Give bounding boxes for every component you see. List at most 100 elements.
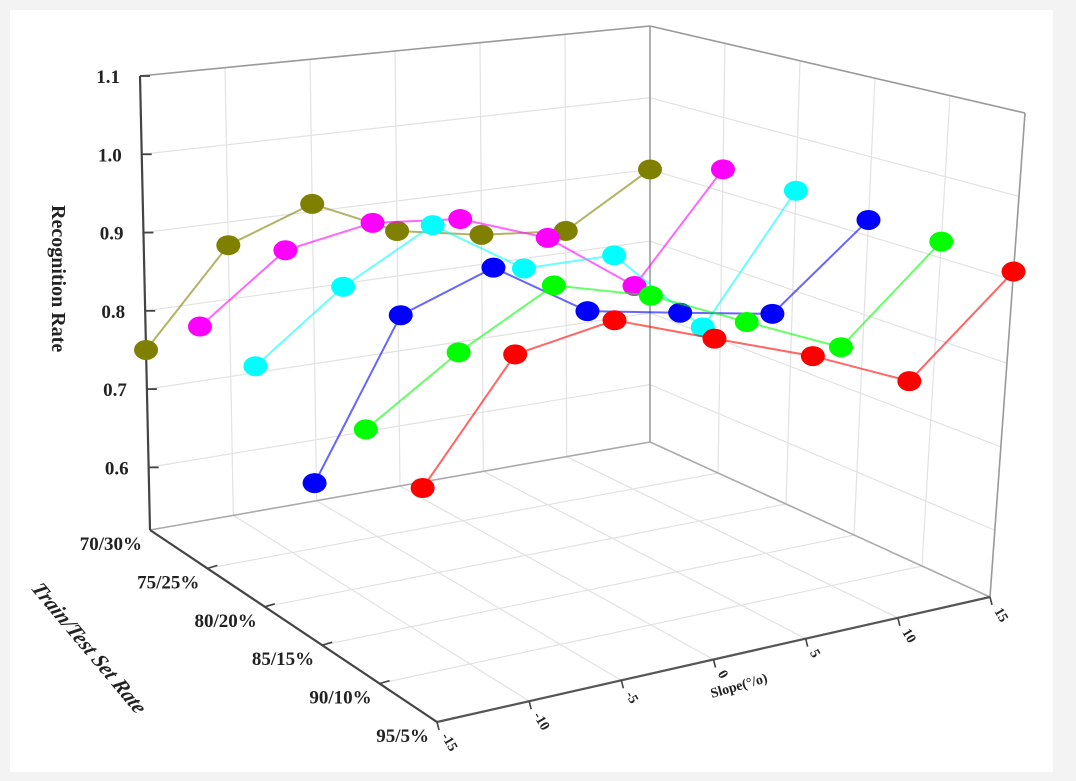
data-point-marker[interactable] [300,193,325,214]
data-point-marker[interactable] [897,371,922,392]
data-point-marker[interactable] [446,342,471,363]
depth-axis-title: Train/Test Set Rate [26,579,154,717]
slope-tick-label: -15 [438,731,460,755]
depth-tick-label: 85/15% [252,649,314,670]
z-tick-label: 0.6 [105,458,129,479]
data-point-marker[interactable] [385,221,410,241]
data-point-marker[interactable] [734,312,759,333]
back-wall-gridline [479,42,484,472]
data-point-marker[interactable] [420,215,445,236]
back-wall-gridline [564,34,568,457]
data-point-marker[interactable] [668,302,693,323]
side-wall-gridline [649,97,1020,198]
data-point-marker[interactable] [388,305,413,326]
back-wall-gridline [224,67,234,516]
box-edge [649,25,1026,114]
slope-tick-label: 0 [714,668,730,682]
floor-gridline [483,470,806,640]
data-point-marker[interactable] [360,212,385,233]
data-point-marker[interactable] [760,303,785,324]
depth-tick [264,603,276,608]
data-point-marker[interactable] [535,227,560,248]
data-point-marker[interactable] [638,159,662,180]
side-wall-gridline [649,168,1014,281]
slope-tick-label: -10 [530,710,552,734]
slope-tick-label: 15 [991,606,1011,626]
series-90-10- [353,231,954,440]
side-wall-gridline [921,95,951,567]
series-95-5- [410,261,1026,498]
slope-tick [620,680,625,689]
data-series [134,159,1026,498]
z-axis-title: Recognition Rate [47,205,69,352]
side-wall-gridline [649,240,1008,364]
depth-axis-line [149,529,438,723]
axis-box [138,25,1026,731]
data-point-marker[interactable] [783,180,808,201]
slope-tick [528,700,532,710]
data-point-marker[interactable] [541,275,566,296]
depth-tick-label: 75/25% [137,572,199,593]
data-point-marker[interactable] [448,209,473,230]
depth-tick-label: 95/5% [376,726,429,747]
depth-tick-label: 80/20% [195,611,257,632]
floor-gridline [233,514,530,702]
box-edge [139,25,651,77]
depth-tick-label: 90/10% [309,688,371,709]
side-wall-gridline [785,60,801,505]
data-point-marker[interactable] [710,159,735,180]
data-point-marker[interactable] [481,257,506,278]
data-point-marker[interactable] [856,209,881,230]
data-point-marker[interactable] [353,419,378,440]
data-point-marker[interactable] [302,473,327,494]
series-85-15- [302,209,881,494]
side-wall-gridline [649,384,996,531]
data-point-marker[interactable] [828,337,853,358]
slope-tick [436,721,440,731]
slope-tick [897,617,901,627]
data-point-marker[interactable] [243,356,268,377]
series-75-25- [187,159,735,337]
back-wall-gridline [394,50,401,487]
series-70-30- [134,159,662,360]
grid-lines [139,25,1026,702]
data-point-marker[interactable] [1001,261,1026,282]
slope-tick [712,659,717,668]
data-point-marker[interactable] [503,344,528,365]
data-point-marker[interactable] [134,339,159,360]
data-point-marker[interactable] [638,285,663,306]
z-tick-label: 0.7 [103,380,127,401]
box-edge [989,112,1026,598]
depth-tick-label: 70/30% [80,534,142,555]
data-point-marker[interactable] [575,301,600,322]
data-point-marker[interactable] [187,316,212,337]
z-axis-line [138,75,152,531]
data-point-marker[interactable] [331,276,356,297]
back-wall-gridline [309,59,318,501]
data-point-marker[interactable] [929,231,954,252]
data-point-marker[interactable] [216,235,241,256]
depth-tick [207,564,218,570]
data-point-marker[interactable] [702,328,727,349]
data-point-marker[interactable] [410,478,435,498]
floor-gridline [566,456,899,619]
z-tick-label: 0.8 [101,302,125,323]
data-point-marker[interactable] [602,245,627,266]
chart-panel [10,10,1053,772]
side-wall-gridline [717,43,726,474]
z-tick-label: 0.9 [100,224,124,245]
data-point-marker[interactable] [511,258,536,279]
depth-tick [321,641,333,646]
data-point-marker[interactable] [469,224,494,245]
slope-tick-label: -5 [622,689,641,707]
data-point-marker[interactable] [800,346,825,367]
series-line [365,240,943,431]
data-point-marker[interactable] [602,310,627,331]
data-point-marker[interactable] [553,220,578,241]
slope-tick-label: 10 [898,626,918,646]
depth-tick [379,679,390,685]
z-tick-label: 1.1 [96,67,120,88]
side-wall-gridline [853,78,876,536]
data-point-marker[interactable] [273,240,298,261]
